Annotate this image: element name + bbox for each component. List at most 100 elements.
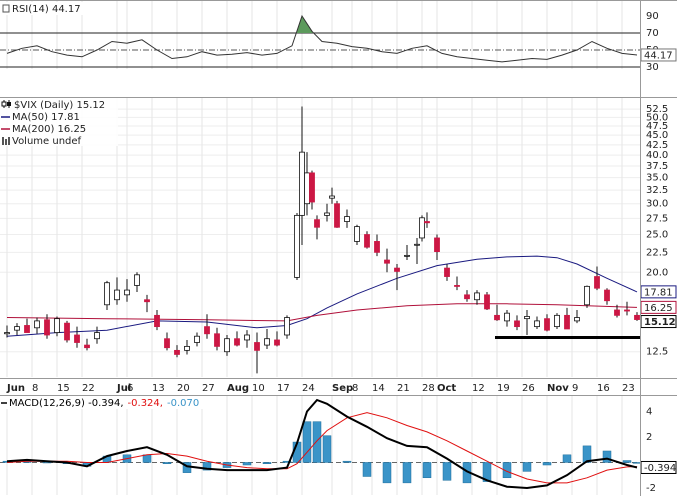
candle-body <box>419 217 425 239</box>
candle-body <box>204 326 210 335</box>
legend-bg <box>0 98 118 146</box>
candle-body <box>194 335 200 343</box>
y-tick-label: 4 <box>646 406 652 417</box>
candle-body <box>394 267 400 272</box>
legend-label: -0.324, <box>128 398 163 409</box>
candle-body <box>64 322 70 341</box>
histogram-bar <box>402 462 412 484</box>
candle-body <box>604 289 610 302</box>
histogram-bar <box>312 421 322 463</box>
candle-body <box>84 344 90 349</box>
candle-body <box>14 326 20 331</box>
legend-icon <box>1 101 7 107</box>
candle-body <box>144 299 150 303</box>
histogram-bar <box>42 462 52 464</box>
signal-line <box>6 412 638 484</box>
candle-body <box>314 219 320 228</box>
x-tick-label: 9 <box>572 383 578 394</box>
y-tick-label: 50.0 <box>646 112 668 123</box>
candle-body <box>424 221 430 224</box>
y-tick-label: 52.5 <box>646 104 668 115</box>
x-tick-label: 6 <box>127 383 133 394</box>
y-tick-label: 32.5 <box>646 185 668 196</box>
candle-body <box>464 294 470 300</box>
histogram-bar <box>522 462 532 472</box>
rsi-line <box>6 14 638 63</box>
histogram-bar <box>162 462 172 464</box>
y-tick-label: 90 <box>646 11 659 22</box>
value-box-label: 17.81 <box>644 287 673 298</box>
candle-body <box>174 349 180 355</box>
candle-body <box>274 339 280 346</box>
candle-body <box>24 325 30 333</box>
panel-title: $VIX (Daily) 15.12 <box>14 100 105 111</box>
x-tick-label: 8 <box>32 383 38 394</box>
x-tick-label: Nov <box>547 383 569 394</box>
y-tick-label: 25.0 <box>646 230 668 241</box>
histogram-bar <box>382 462 392 484</box>
histogram-bar <box>502 462 512 479</box>
candle-body <box>164 338 170 349</box>
value-box-label: 44.17 <box>644 50 673 61</box>
candle-body <box>494 314 500 321</box>
y-tick-label: 42.5 <box>646 140 668 151</box>
x-tick-label: 23 <box>622 383 635 394</box>
candle-body <box>329 195 335 199</box>
x-tick-label: 27 <box>202 383 215 394</box>
candle-body <box>474 292 480 301</box>
candle-body <box>324 212 330 216</box>
macd-line <box>6 398 638 490</box>
value-box-label: 16.25 <box>644 303 673 314</box>
histogram-bar <box>342 460 352 463</box>
x-tick-label: 15 <box>57 383 70 394</box>
candle-body <box>244 334 250 341</box>
histogram-bar <box>632 462 642 464</box>
legend-label: MA(50) 17.81 <box>12 112 80 123</box>
candle-body <box>634 314 640 320</box>
candle-body <box>234 338 240 346</box>
legend: MACD(12,26,9) -0.394, -0.324, -0.070 <box>9 398 199 409</box>
candle-body <box>34 320 40 329</box>
panel-title: RSI(14) 44.17 <box>12 4 81 15</box>
y-tick-label: 70 <box>646 28 659 39</box>
candle-body <box>504 312 510 322</box>
candle-body <box>434 237 440 252</box>
candle-body <box>104 282 110 306</box>
candle-body <box>214 333 220 347</box>
candle-body <box>374 241 380 253</box>
candle-body <box>44 319 50 336</box>
candle-body <box>554 314 560 328</box>
histogram-bar <box>362 462 372 477</box>
candle-body <box>114 289 120 301</box>
x-tick-label: 8 <box>352 383 358 394</box>
x-tick-label: 26 <box>522 383 535 394</box>
histogram-bar <box>602 450 612 463</box>
y-tick-label: 30 <box>646 62 659 73</box>
x-tick-label: 21 <box>397 383 410 394</box>
candle-body <box>134 274 140 286</box>
candle-body <box>384 259 390 264</box>
y-tick-label: 12.5 <box>646 347 668 358</box>
candle-body <box>4 332 10 335</box>
x-tick-label: 24 <box>302 383 315 394</box>
candle-body <box>254 342 260 351</box>
histogram-bar <box>622 460 632 463</box>
y-tick-label: 2 <box>646 432 652 443</box>
y-tick-label: 40.0 <box>646 150 668 161</box>
x-tick-label: Jun <box>6 383 25 394</box>
y-tick-label: 37.5 <box>646 161 668 172</box>
candle-body <box>54 318 60 333</box>
candle-body <box>454 285 460 287</box>
x-tick-label: 28 <box>422 383 435 394</box>
legend-bg <box>0 396 205 409</box>
candle-body <box>584 285 590 306</box>
candle-body <box>304 172 310 205</box>
y-tick-label: -2 <box>646 483 656 494</box>
x-tick-label: Oct <box>437 383 456 394</box>
candle-body <box>94 332 100 340</box>
candle-body <box>184 345 190 351</box>
histogram-bar <box>262 462 272 464</box>
histogram-bar <box>302 421 312 463</box>
